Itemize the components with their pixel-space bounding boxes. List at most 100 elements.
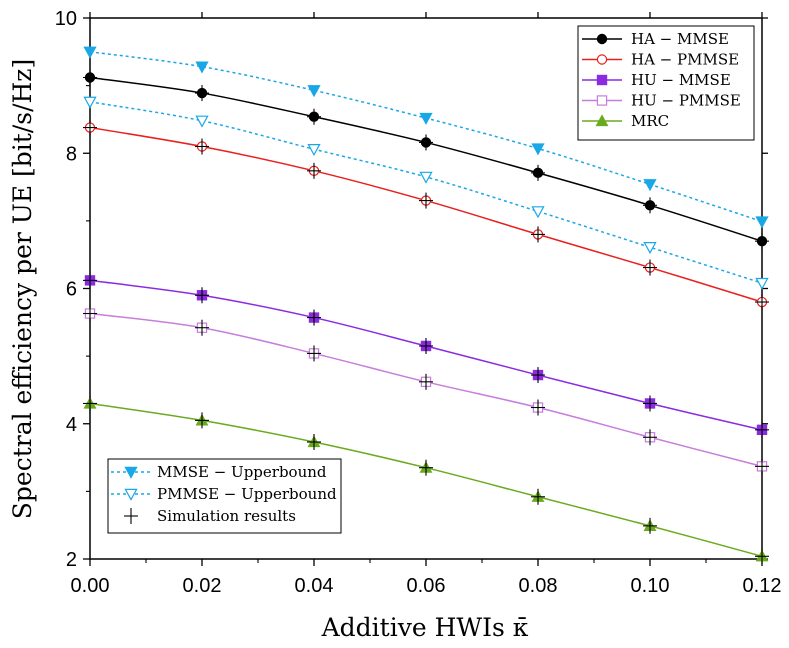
- series-hu-pmmse: [84, 308, 768, 472]
- data-point-mmse-upperbound: [307, 85, 321, 98]
- simulation-point: [307, 345, 321, 362]
- legend-label-ha-pmmse: HA − PMMSE: [631, 51, 739, 69]
- legend-marker-ha-pmmse: [596, 54, 608, 65]
- series-pmmse-upperbound: [83, 96, 769, 290]
- simulation-point: [531, 399, 545, 416]
- simulation-point: [83, 119, 97, 136]
- legend-marker-mmse-upperbound: [124, 466, 138, 479]
- simulation-point: [195, 138, 209, 155]
- x-tick-label: 0.02: [183, 575, 222, 597]
- data-point-pmmse-upperbound: [755, 277, 769, 290]
- legend-item-pmmse-upperbound: PMMSE − Upperbound: [111, 485, 337, 503]
- simulation-point: [755, 294, 769, 311]
- legend-top-right: HA − MMSE HA − PMMSE HU − MMSE HU − PMMSE MR…: [577, 25, 755, 141]
- series-simulation-results: [83, 69, 769, 565]
- simulation-point: [307, 162, 321, 179]
- legend-label-ha-mmse: HA − MMSE: [631, 30, 729, 48]
- data-point-pmmse-upperbound: [531, 206, 545, 219]
- legend-item-ha-pmmse: HA − PMMSE: [582, 51, 739, 69]
- simulation-point: [419, 134, 433, 151]
- data-point-pmmse-upperbound: [83, 96, 97, 109]
- simulation-point: [195, 319, 209, 336]
- legend-marker-simulation-results: [124, 508, 138, 524]
- x-tick-label: 0.12: [743, 575, 782, 597]
- simulation-point: [755, 233, 769, 250]
- y-tick-label: 8: [66, 143, 77, 165]
- legend-item-mrc: MRC: [582, 112, 669, 130]
- legend-label-simulation-results: Simulation results: [157, 507, 296, 525]
- legend-marker-mrc: [595, 114, 609, 127]
- legend-marker-pmmse-upperbound: [124, 488, 138, 501]
- simulation-point: [755, 458, 769, 475]
- legend-label-hu-pmmse: HU − PMMSE: [631, 92, 741, 110]
- legend-marker-hu-mmse: [596, 74, 608, 86]
- simulation-point: [419, 373, 433, 390]
- x-axis-label: Additive HWIs κ̄: [321, 613, 529, 642]
- series-line-hu-pmmse: [89, 312, 763, 468]
- legend-item-hu-mmse: HU − MMSE: [582, 71, 731, 89]
- x-tick-label: 0.04: [295, 575, 334, 597]
- y-axis-label: Spectral efficiency per UE [bit/s/Hz]: [8, 59, 37, 519]
- data-point-mmse-upperbound: [195, 61, 209, 74]
- data-point-pmmse-upperbound: [643, 242, 657, 255]
- simulation-point: [643, 517, 657, 534]
- data-point-mmse-upperbound: [531, 143, 545, 156]
- data-point-pmmse-upperbound: [195, 115, 209, 128]
- legend-bottom-left-frame: [107, 458, 342, 534]
- simulation-point: [643, 395, 657, 412]
- legend-item-mmse-upperbound: MMSE − Upperbound: [111, 463, 327, 481]
- x-tick-label: 0.06: [407, 575, 446, 597]
- series-ha-pmmse: [84, 122, 768, 308]
- simulation-point: [83, 395, 97, 412]
- simulation-point: [755, 421, 769, 438]
- y-tick-label: 4: [66, 414, 77, 436]
- simulation-point: [643, 429, 657, 446]
- x-tick-label: 0.10: [631, 575, 670, 597]
- simulation-point: [195, 412, 209, 429]
- data-point-mmse-upperbound: [643, 179, 657, 192]
- legend-item-hu-pmmse: HU − PMMSE: [582, 92, 741, 110]
- legend-item-simulation-results: Simulation results: [124, 507, 296, 525]
- legend-label-mrc: MRC: [631, 112, 669, 130]
- series-line-ha-pmmse: [89, 126, 763, 303]
- legend-label-mmse-upperbound: MMSE − Upperbound: [157, 463, 327, 481]
- data-point-mmse-upperbound: [83, 46, 97, 59]
- legend-marker-hu-pmmse: [596, 95, 608, 106]
- simulation-point: [307, 434, 321, 451]
- data-point-pmmse-upperbound: [307, 143, 321, 157]
- legend-marker-ha-mmse: [596, 33, 608, 45]
- data-point-mmse-upperbound: [755, 216, 769, 229]
- legend-label-pmmse-upperbound: PMMSE − Upperbound: [157, 485, 337, 503]
- legend-item-ha-mmse: HA − MMSE: [582, 30, 729, 48]
- legend-layer: HA − MMSE HA − PMMSE HU − MMSE HU − PMMSE MR…: [107, 25, 755, 534]
- simulation-point: [531, 488, 545, 505]
- legend-label-hu-mmse: HU − MMSE: [631, 71, 731, 89]
- simulation-point: [643, 197, 657, 214]
- series-layer: [83, 46, 769, 565]
- simulation-point: [195, 85, 209, 102]
- simulation-point: [307, 309, 321, 326]
- data-point-pmmse-upperbound: [419, 171, 433, 184]
- simulation-point: [83, 305, 97, 322]
- x-tick-label: 0.08: [519, 575, 558, 597]
- simulation-point: [419, 192, 433, 209]
- simulation-point: [531, 367, 545, 384]
- simulation-point: [419, 459, 433, 476]
- series-mmse-upperbound: [83, 46, 769, 229]
- data-point-mmse-upperbound: [419, 112, 433, 125]
- simulation-point: [307, 108, 321, 125]
- simulation-point: [531, 164, 545, 181]
- series-line-hu-mmse: [89, 279, 763, 431]
- simulation-point: [419, 337, 433, 354]
- y-tick-label: 10: [55, 8, 77, 30]
- simulation-point: [195, 287, 209, 304]
- legend-bottom-left: MMSE − Upperbound PMMSE − Upperbound Simul…: [107, 458, 342, 534]
- series-hu-mmse: [84, 275, 768, 436]
- simulation-point: [755, 548, 769, 565]
- y-tick-label: 2: [66, 549, 77, 571]
- simulation-point: [83, 69, 97, 86]
- x-tick-label: 0.00: [71, 575, 110, 597]
- axes-layer: 0.00 0.02 0.04 0.06 0.08 0.10 0.12 2 4 6 8 10: [55, 8, 782, 597]
- simulation-point: [531, 226, 545, 243]
- simulation-point: [83, 272, 97, 289]
